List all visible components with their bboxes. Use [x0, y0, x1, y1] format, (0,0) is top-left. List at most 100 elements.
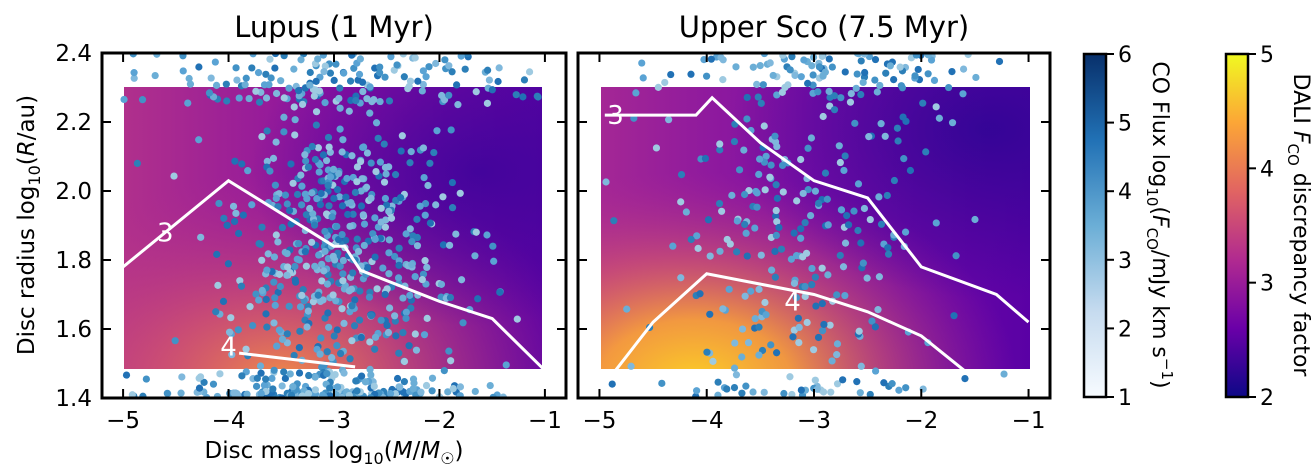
- data-point: [232, 64, 240, 72]
- data-point: [358, 175, 366, 183]
- data-point: [262, 295, 270, 304]
- data-point: [339, 136, 347, 144]
- data-point: [836, 251, 844, 260]
- data-point: [682, 208, 690, 216]
- co-colorbar-gradient: [1084, 54, 1106, 397]
- data-point: [328, 213, 336, 221]
- data-point: [267, 74, 275, 82]
- data-point: [302, 211, 311, 219]
- data-point: [405, 342, 413, 350]
- data-point: [488, 86, 496, 94]
- data-point: [283, 330, 291, 338]
- data-point: [309, 210, 317, 218]
- data-point: [367, 159, 375, 167]
- data-point: [780, 389, 788, 398]
- data-point: [456, 189, 464, 197]
- data-point: [773, 218, 781, 226]
- data-point: [875, 193, 883, 201]
- data-point: [354, 247, 363, 256]
- data-point: [357, 202, 366, 210]
- data-point: [767, 341, 775, 349]
- data-point: [846, 98, 855, 106]
- data-point: [315, 168, 323, 176]
- data-point: [804, 144, 812, 152]
- data-point: [312, 108, 321, 116]
- data-point: [804, 79, 812, 87]
- data-point: [820, 320, 828, 329]
- data-point: [873, 88, 881, 96]
- data-point: [411, 54, 419, 62]
- data-point: [270, 253, 279, 261]
- data-point: [432, 201, 440, 209]
- uppersco-points: [602, 53, 1008, 398]
- data-point: [871, 55, 880, 64]
- data-point: [385, 97, 394, 105]
- data-point: [402, 308, 410, 316]
- data-point: [391, 171, 400, 179]
- data-point: [772, 181, 780, 189]
- data-point: [730, 364, 739, 372]
- data-point: [652, 144, 661, 152]
- data-point: [809, 81, 817, 89]
- data-point: [346, 355, 354, 363]
- data-point: [317, 334, 325, 342]
- data-point: [856, 389, 864, 397]
- data-point: [252, 87, 260, 95]
- data-point: [367, 312, 375, 320]
- data-point: [859, 259, 867, 267]
- data-point: [818, 299, 826, 308]
- uppersco-contour-3: [604, 95, 1030, 324]
- data-point: [280, 128, 288, 136]
- data-point: [677, 170, 686, 179]
- data-point: [693, 232, 701, 240]
- data-point: [890, 76, 898, 84]
- data-point: [773, 91, 781, 99]
- data-point: [238, 372, 246, 380]
- data-point: [303, 323, 311, 331]
- data-point: [901, 228, 910, 236]
- data-point: [338, 230, 346, 239]
- data-point: [790, 229, 798, 237]
- data-point: [376, 69, 384, 77]
- data-point: [386, 304, 394, 312]
- data-point: [409, 375, 418, 383]
- data-point: [228, 351, 236, 359]
- co-colorbar-tick-label: 2: [1118, 317, 1132, 342]
- data-point: [818, 53, 826, 60]
- data-point: [447, 357, 455, 365]
- data-point: [839, 263, 848, 271]
- data-point: [857, 362, 865, 370]
- co-colorbar-ticks: 1 2 3 4 5 6: [1106, 43, 1132, 411]
- data-point: [280, 368, 288, 376]
- data-point: [819, 388, 828, 396]
- data-point: [791, 71, 799, 80]
- lupus-contour-label: 3: [157, 218, 174, 248]
- data-point: [716, 146, 724, 154]
- data-point: [754, 93, 762, 101]
- data-point: [249, 321, 257, 330]
- data-point: [130, 69, 138, 77]
- data-point: [385, 207, 393, 215]
- data-point: [445, 91, 453, 99]
- data-point: [741, 220, 749, 229]
- data-point: [371, 253, 379, 261]
- uppersco-xtick-label: −4: [690, 408, 724, 434]
- data-point: [408, 238, 416, 246]
- data-point: [828, 63, 836, 71]
- data-point: [209, 380, 218, 388]
- data-point: [205, 89, 214, 97]
- data-point: [380, 178, 389, 186]
- data-point: [735, 166, 744, 174]
- data-point: [825, 55, 833, 63]
- data-point: [304, 307, 312, 315]
- data-point: [239, 211, 247, 219]
- data-point: [319, 363, 328, 371]
- data-point: [833, 291, 841, 299]
- data-point: [395, 349, 403, 357]
- data-point: [485, 76, 493, 84]
- data-point: [317, 189, 325, 198]
- data-point: [406, 159, 414, 167]
- data-point: [367, 371, 375, 379]
- data-point: [406, 225, 414, 233]
- data-point: [328, 354, 336, 362]
